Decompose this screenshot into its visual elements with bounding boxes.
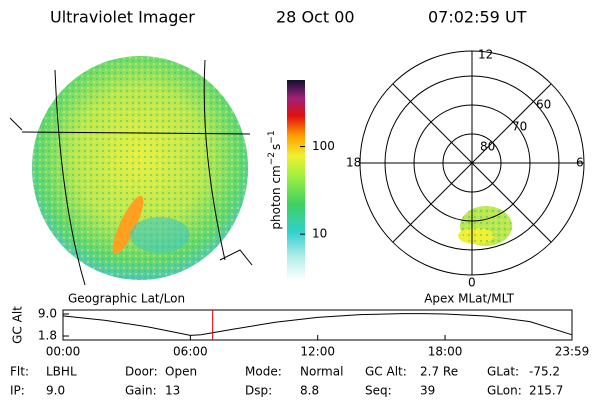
plot-right-label: Apex MLat/MLT: [424, 292, 514, 306]
altitude-line: [62, 313, 573, 336]
info-panel: Flt: LBHL IP: 9.0 Door: Open Gain: 13 Mode: Norma…: [10, 365, 563, 398]
info-value: 2.7 Re: [420, 365, 458, 379]
colorbar-gradient: [287, 80, 305, 280]
x-tick-label: 18:00: [428, 345, 463, 359]
y-tick-label: 1.8: [38, 329, 57, 343]
info-label: IP:: [10, 384, 25, 398]
colorbar-tick-label: 10: [312, 227, 327, 241]
x-tick-label: 06:00: [173, 345, 208, 359]
plot-left-label: Geographic Lat/Lon: [68, 292, 185, 306]
time: 07:02:59 UT: [428, 8, 527, 27]
info-value: 8.8: [300, 384, 319, 398]
x-tick-label: 12:00: [300, 345, 335, 359]
info-label: GLat:: [487, 365, 519, 379]
info-label: Mode:: [245, 365, 282, 379]
x-tick-label: 23:59: [555, 345, 590, 359]
polar-labels: 12 6 0 18 60 70 80: [346, 48, 584, 290]
info-value: LBHL: [46, 365, 77, 379]
mlt-label: 0: [468, 276, 476, 290]
lat-label: 60: [536, 98, 551, 112]
info-value: 9.0: [46, 384, 65, 398]
date: 28 Oct 00: [276, 8, 355, 27]
mlt-label: 12: [478, 48, 493, 62]
x-tick-label: 00:00: [46, 345, 81, 359]
info-value: 39: [420, 384, 435, 398]
polar-plot: [359, 50, 585, 276]
lat-label: 80: [480, 140, 495, 154]
info-value: 215.7: [529, 384, 563, 398]
info-label: GC Alt:: [365, 365, 407, 379]
info-value: -75.2: [529, 365, 560, 379]
altitude-plot: Geographic Lat/Lon Apex MLat/MLT GC Alt …: [11, 292, 590, 359]
instrument: Ultraviolet Imager: [50, 8, 195, 27]
info-value: Normal: [300, 365, 343, 379]
colorbar: photon cm−2s−1 10 100: [267, 80, 335, 280]
y-tick-label: 9.0: [38, 306, 57, 320]
info-value: 13: [165, 384, 180, 398]
colorbar-label: photon cm−2s−1: [267, 130, 283, 229]
y-axis-label: GC Alt: [11, 306, 25, 344]
lat-label: 70: [512, 120, 527, 134]
mlt-label: 6: [576, 156, 584, 170]
info-value: Open: [165, 365, 197, 379]
colorbar-tick-label: 100: [312, 139, 335, 153]
header: Ultraviolet Imager 28 Oct 00 07:02:59 UT: [50, 8, 527, 27]
info-label: GLon:: [487, 384, 522, 398]
earth-image: [9, 56, 253, 286]
info-label: Flt:: [10, 365, 29, 379]
info-label: Gain:: [125, 384, 157, 398]
mlt-label: 18: [346, 156, 361, 170]
info-label: Dsp:: [245, 384, 272, 398]
info-label: Seq:: [365, 384, 392, 398]
info-label: Door:: [125, 365, 158, 379]
